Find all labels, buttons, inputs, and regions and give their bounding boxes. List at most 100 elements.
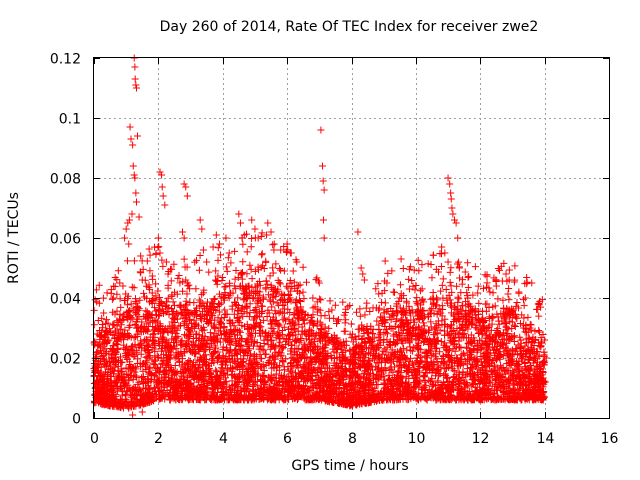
data-point: [425, 386, 433, 394]
data-point: [256, 323, 264, 331]
data-point: [173, 353, 181, 361]
data-point: [434, 336, 442, 344]
data-point: [464, 325, 472, 333]
data-point: [171, 371, 179, 379]
data-point: [279, 327, 286, 335]
data-point: [369, 329, 377, 337]
data-point: [131, 321, 139, 329]
data-point: [260, 372, 268, 380]
data-point: [434, 330, 442, 338]
data-point: [506, 361, 514, 369]
data-point: [376, 341, 384, 349]
data-point: [191, 321, 199, 329]
data-point: [486, 331, 494, 339]
data-point: [257, 302, 265, 310]
data-point: [407, 316, 415, 324]
data-point: [426, 364, 434, 372]
data-point: [177, 395, 185, 403]
data-point: [258, 376, 266, 384]
data-point: [252, 283, 260, 291]
data-point: [509, 388, 517, 396]
data-point: [400, 353, 408, 361]
data-point: [134, 315, 142, 323]
data-point: [230, 322, 238, 330]
data-point: [410, 365, 418, 373]
data-point: [488, 343, 496, 351]
data-point: [293, 355, 301, 363]
data-point: [376, 355, 384, 363]
data-point: [168, 318, 176, 326]
data-point: [280, 363, 288, 371]
data-point: [501, 370, 509, 378]
data-point: [447, 322, 455, 330]
data-point: [289, 319, 297, 327]
data-point: [383, 330, 391, 338]
data-point: [267, 337, 275, 345]
data-point: [228, 352, 236, 360]
data-point: [151, 304, 159, 312]
data-point: [492, 338, 500, 346]
data-point: [251, 321, 259, 329]
data-point: [217, 331, 225, 339]
data-point: [315, 364, 323, 372]
data-point: [265, 330, 273, 338]
data-point: [259, 363, 267, 371]
data-point: [142, 307, 150, 315]
data-point: [161, 395, 169, 403]
data-point: [308, 347, 316, 355]
data-point: [470, 334, 478, 342]
data-point: [234, 316, 242, 324]
data-point: [441, 331, 449, 339]
data-point: [152, 307, 160, 315]
data-point: [280, 334, 288, 342]
data-point: [401, 336, 409, 344]
data-point: [263, 394, 271, 402]
data-point: [420, 322, 428, 330]
data-point: [299, 317, 307, 325]
data-point: [211, 316, 219, 324]
chart-title: Day 260 of 2014, Rate Of TEC Index for r…: [160, 19, 539, 35]
data-point: [419, 372, 427, 380]
data-point: [406, 354, 414, 362]
data-point: [129, 376, 137, 384]
data-point: [225, 294, 233, 302]
data-point: [460, 377, 468, 385]
data-point: [256, 342, 264, 350]
data-point: [456, 379, 464, 387]
data-point: [172, 378, 180, 386]
data-point: [230, 298, 238, 306]
data-point: [375, 354, 383, 362]
data-point: [163, 337, 171, 345]
data-point: [120, 382, 128, 390]
data-point: [239, 312, 247, 320]
data-point: [248, 324, 256, 332]
data-point: [460, 349, 468, 357]
data-point: [216, 338, 224, 346]
data-point: [390, 381, 398, 389]
data-point: [503, 339, 511, 347]
data-point: [408, 359, 416, 367]
data-point: [164, 356, 172, 364]
data-point: [389, 368, 397, 376]
data-point: [257, 318, 265, 326]
data-point: [381, 345, 389, 353]
data-point: [439, 359, 447, 367]
data-point: [443, 361, 451, 369]
data-point: [201, 311, 209, 319]
data-point: [107, 372, 115, 380]
data-point: [159, 389, 167, 397]
data-point: [130, 353, 138, 361]
data-point: [174, 332, 182, 340]
data-point: [130, 334, 138, 342]
data-point: [210, 391, 218, 399]
data-point: [386, 365, 394, 373]
data-point: [492, 376, 500, 384]
data-point: [216, 352, 224, 360]
data-point: [149, 331, 157, 339]
data-point: [436, 326, 444, 334]
data-point: [104, 402, 112, 410]
data-point: [436, 348, 444, 356]
data-point: [250, 294, 258, 302]
data-point: [255, 291, 263, 299]
data-point: [385, 371, 393, 379]
